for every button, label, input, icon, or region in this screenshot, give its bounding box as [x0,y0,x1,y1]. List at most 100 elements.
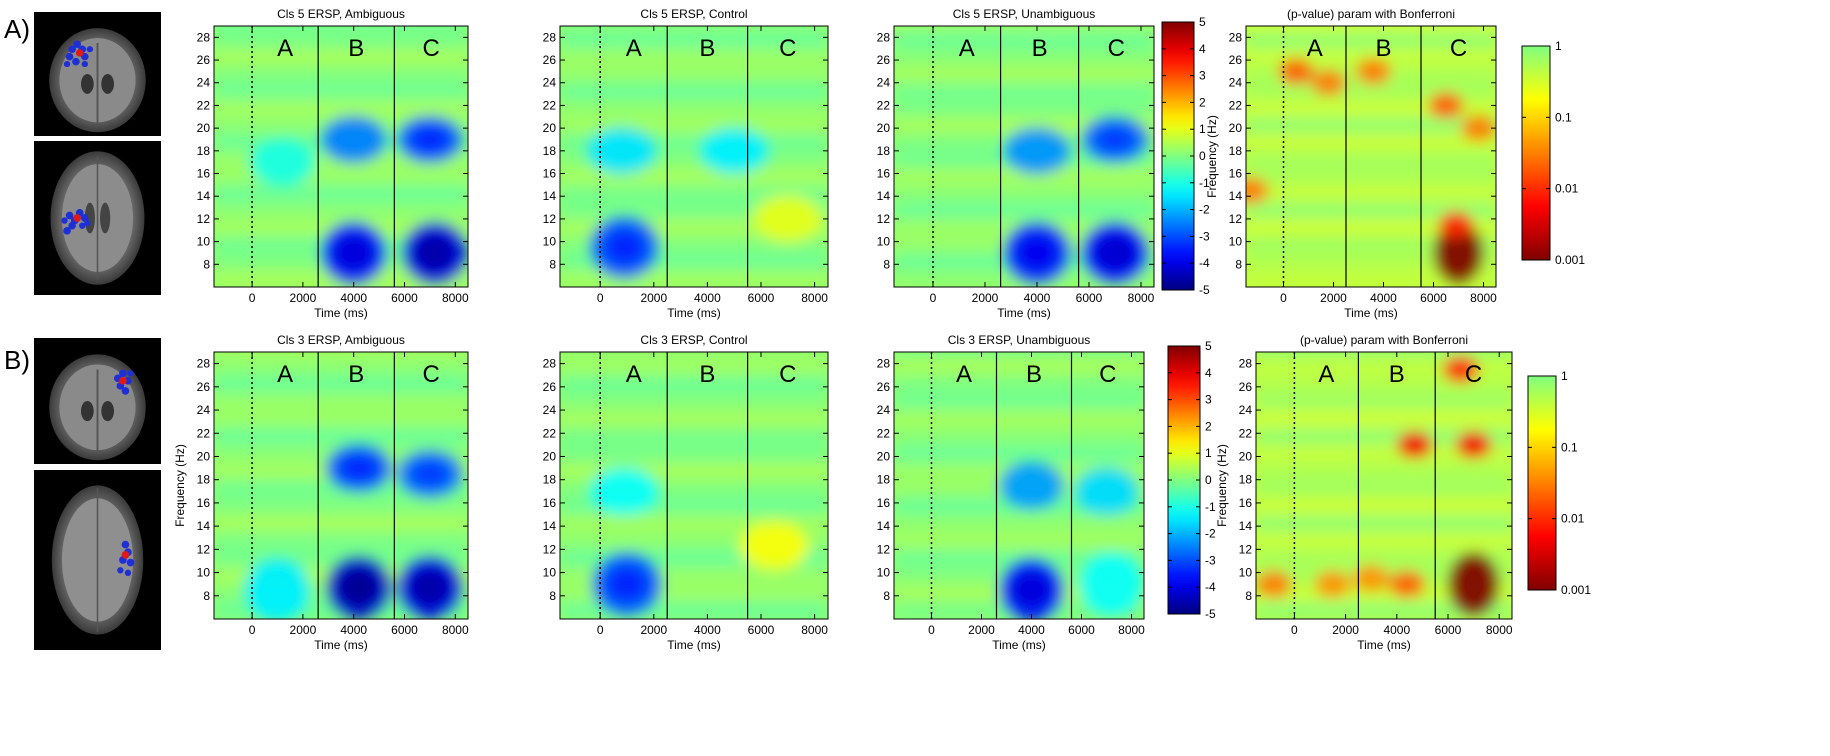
axes-frame [559,351,829,620]
axes-frame [1255,351,1513,620]
y-tick-label: 18 [1239,473,1253,487]
y-tick-label: 22 [197,98,211,112]
x-tick-label: 0 [928,623,935,637]
axes-frame [893,25,1155,288]
y-axis-label: Frequency (Hz) [173,444,187,527]
pvalue-colorbar-b: 1 0.1 0.01 0.001 [1527,369,1591,597]
y-tick-label: 8 [549,257,556,271]
x-tick-label: 0 [1280,291,1287,305]
dipole-cluster-a2 [61,209,91,235]
colorbar-tick-label: 0 [1199,149,1206,163]
panel-title: Cls 5 ERSP, Ambiguous [277,7,405,21]
y-tick-label: 16 [877,496,891,510]
x-tick-label: 8000 [1118,623,1145,637]
x-tick-label: 4000 [1018,623,1045,637]
colorbar-tick-label: -3 [1205,553,1216,567]
colorbar-tick-label: -5 [1199,283,1210,297]
y-tick-label: 22 [543,426,557,440]
y-tick-label: 28 [877,30,891,44]
segment-label: C [779,35,796,62]
y-tick-label: 10 [1229,235,1243,249]
colorbar-tick-label: -1 [1199,176,1210,190]
colorbar-tick-label: -5 [1205,607,1216,621]
colorbar-tick-label: 0.01 [1555,182,1579,196]
ersp-blob [1074,467,1139,516]
panel-title: (p-value) param with Bonferroni [1300,333,1468,347]
x-tick-label: 2000 [290,291,317,305]
panel-title: Cls 3 ERSP, Unambiguous [948,333,1091,347]
colorbar-tick-label: 0.01 [1561,512,1585,526]
x-tick-label: 4000 [1383,623,1410,637]
segment-label: C [1108,35,1125,62]
ersp-blob-core [602,229,646,266]
x-tick-label: 0 [1291,623,1298,637]
panel-title: Cls 5 ERSP, Unambiguous [953,7,1096,21]
x-tick-label: 2000 [968,623,995,637]
y-tick-label: 26 [197,53,211,67]
colorbar-tick-label: -1 [1205,500,1216,514]
y-tick-label: 18 [1229,144,1243,158]
x-tick-label: 2000 [290,623,317,637]
x-tick-label: 8000 [442,291,469,305]
y-tick-label: 26 [197,380,211,394]
y-tick-label: 20 [543,121,557,135]
significance-region [1389,570,1425,598]
row-label-b: B) [4,345,30,375]
ersp-blob [589,467,660,516]
brain-axial-a [34,141,161,295]
significance-region [1256,570,1292,598]
y-tick-label: 14 [197,189,211,203]
significance-region [1433,221,1484,285]
y-tick-label: 24 [877,403,891,417]
y-tick-label: 12 [543,542,557,556]
ersp-blob-core [409,126,451,153]
y-tick-label: 20 [197,449,211,463]
segment-label: A [959,35,975,62]
y-tick-label: 22 [877,426,891,440]
y-tick-label: 8 [1235,257,1242,271]
x-tick-label: 6000 [748,291,775,305]
significance-region [1442,356,1479,383]
y-tick-label: 14 [543,519,557,533]
y-tick-label: 20 [877,449,891,463]
colorbar-tick-label: 4 [1199,42,1206,56]
y-tick-label: 28 [543,30,557,44]
axes-frame [1245,25,1497,288]
y-tick-label: 14 [543,189,557,203]
segment-label: A [277,35,293,62]
segment-label: B [348,361,364,388]
brain-coronal-a [34,12,161,136]
x-axis-label: Time (ms) [667,306,721,320]
panel-title: (p-value) param with Bonferroni [1287,7,1455,21]
x-tick-label: 2000 [1320,291,1347,305]
significance-region [1278,58,1314,85]
segment-label: A [956,361,972,388]
segment-label: A [626,35,642,62]
colorbar-tick-label: 3 [1199,69,1206,83]
y-tick-label: 28 [543,357,557,371]
y-tick-label: 26 [877,380,891,394]
colorbar-tick-label: -2 [1199,203,1210,217]
y-tick-label: 12 [877,542,891,556]
segment-label: C [422,361,439,388]
colorbar-tick-label: 2 [1199,95,1206,109]
axes-frame [213,25,469,288]
y-tick-label: 24 [197,403,211,417]
y-tick-label: 28 [197,30,211,44]
ersp-blob [1079,552,1144,617]
significance-region [1356,58,1391,85]
ersp-blob-core [409,568,451,607]
colorbar-tick-label: 0 [1205,473,1212,487]
y-tick-label: 14 [1229,189,1243,203]
y-tick-label: 22 [1239,426,1253,440]
x-tick-label: 6000 [1068,623,1095,637]
x-axis-label: Time (ms) [314,638,368,652]
y-tick-label: 20 [877,121,891,135]
y-tick-label: 16 [1239,496,1253,510]
ersp-panel-7: A B C 0 2000 4000 6000 8000 8 10 12 14 16 18 20 22 24 26 2… [877,333,1146,652]
y-tick-label: 28 [877,357,891,371]
y-tick-label: 14 [1239,519,1253,533]
y-tick-label: 16 [877,167,891,181]
colorbar-tick-label: -4 [1205,580,1216,594]
